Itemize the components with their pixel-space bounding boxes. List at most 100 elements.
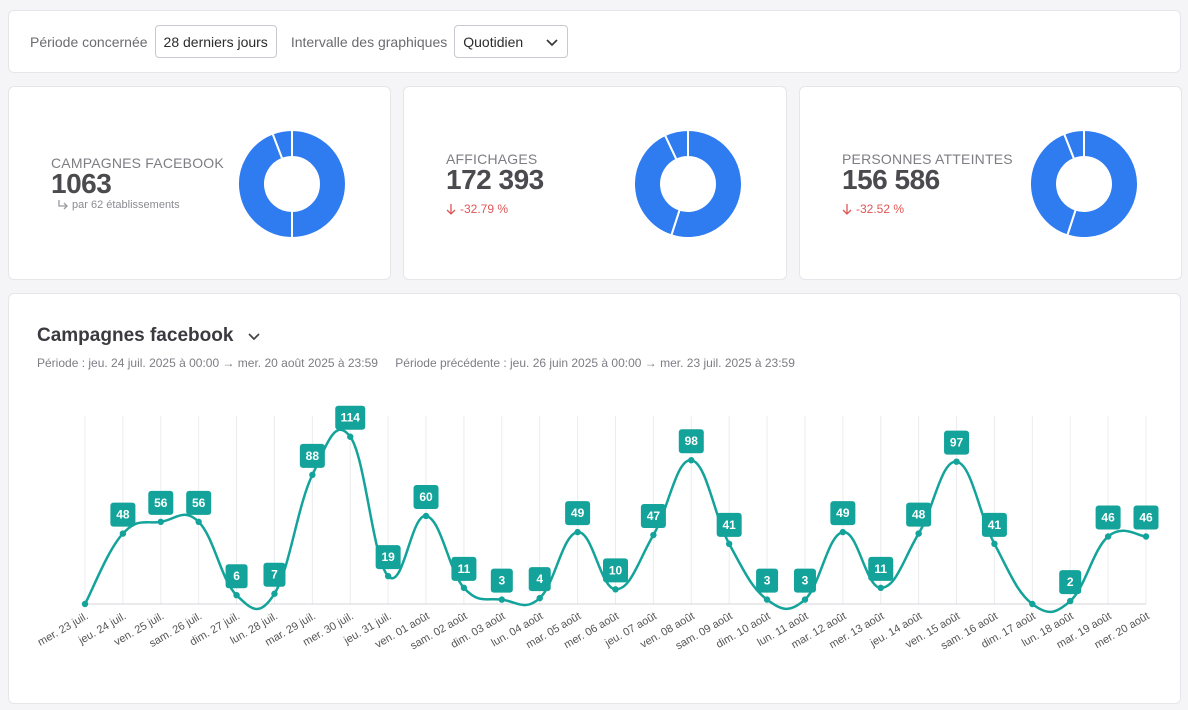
- data-label: 60: [413, 484, 439, 509]
- data-point[interactable]: [195, 518, 202, 526]
- data-label-box: [413, 484, 439, 509]
- data-label: 3: [793, 568, 816, 593]
- data-point[interactable]: [763, 596, 771, 603]
- data-label-text: 60: [419, 490, 433, 504]
- data-point[interactable]: [233, 591, 240, 599]
- data-point[interactable]: [877, 584, 884, 592]
- data-label: 56: [186, 490, 212, 515]
- return-arrow-icon: [58, 200, 68, 210]
- data-label-box: [451, 556, 477, 581]
- data-label-box: [868, 556, 894, 581]
- donut-segment: [633, 133, 681, 237]
- data-point[interactable]: [953, 458, 960, 465]
- donut-segment: [663, 129, 689, 161]
- data-point[interactable]: [801, 596, 809, 603]
- data-label-text: 4: [536, 572, 543, 586]
- chevron-down-icon: [546, 38, 558, 46]
- data-label-box: [793, 568, 816, 593]
- data-label: 114: [335, 405, 366, 430]
- data-label-text: 41: [988, 518, 1002, 532]
- data-label: 41: [981, 512, 1007, 537]
- data-point[interactable]: [157, 518, 164, 526]
- kpi-card-impressions: AFFICHAGES 172 393 -32.79 %: [403, 86, 787, 280]
- data-label-text: 10: [609, 563, 623, 577]
- data-label-box: [186, 490, 212, 515]
- data-point[interactable]: [1029, 600, 1036, 608]
- data-point[interactable]: [574, 528, 581, 536]
- data-label-text: 46: [1139, 511, 1153, 525]
- data-label: 48: [110, 502, 136, 527]
- data-label-box: [1095, 505, 1121, 530]
- donut-segment: [1062, 129, 1085, 161]
- data-point[interactable]: [309, 471, 316, 479]
- data-label: 3: [756, 568, 779, 593]
- period-label: Période concernée: [30, 33, 148, 50]
- data-point[interactable]: [81, 600, 89, 608]
- data-point[interactable]: [1142, 533, 1150, 540]
- data-point[interactable]: [498, 596, 506, 603]
- chart-title-dropdown[interactable]: Campagnes facebook: [37, 325, 261, 347]
- data-point[interactable]: [347, 433, 354, 440]
- donut-segment: [1029, 132, 1077, 237]
- data-label-text: 56: [192, 496, 206, 510]
- data-point[interactable]: [1104, 533, 1112, 540]
- data-label-text: 49: [571, 506, 585, 520]
- kpi-value: 156 586: [842, 164, 940, 195]
- data-label-box: [375, 545, 401, 570]
- kpi-value: 1063: [51, 168, 112, 199]
- data-label-box: [981, 512, 1007, 537]
- data-point[interactable]: [384, 572, 392, 580]
- data-point[interactable]: [460, 584, 468, 592]
- period-button[interactable]: 28 derniers jours: [154, 25, 277, 58]
- chart-period-info: Période : jeu. 24 juil. 2025 à 00:00 → m…: [37, 356, 809, 370]
- data-point[interactable]: [915, 530, 922, 537]
- data-point[interactable]: [536, 594, 543, 602]
- data-label: 19: [375, 545, 401, 570]
- data-point[interactable]: [725, 540, 733, 548]
- data-label: 3: [490, 568, 513, 593]
- kpi-card-reach: PERSONNES ATTEINTES 156 586 -32.52 %: [799, 86, 1182, 280]
- data-label: 98: [678, 429, 704, 454]
- data-point[interactable]: [1067, 597, 1074, 605]
- kpi-card-campaigns: CAMPAGNES FACEBOOK 1063 par 62 établisse…: [8, 86, 391, 280]
- data-label-text: 114: [341, 411, 361, 425]
- data-label-box: [490, 568, 513, 593]
- kpi-delta: -32.52 %: [842, 202, 904, 216]
- data-label-text: 19: [381, 550, 395, 564]
- kpi-title: PERSONNES ATTEINTES: [842, 151, 1013, 167]
- kpi-title: AFFICHAGES: [446, 151, 538, 167]
- data-label: 6: [225, 564, 248, 589]
- data-label-box: [148, 490, 174, 515]
- data-label-box: [263, 562, 286, 587]
- data-label-text: 98: [685, 434, 699, 448]
- data-point[interactable]: [688, 457, 695, 464]
- kpi-title: CAMPAGNES FACEBOOK: [51, 155, 224, 171]
- data-point[interactable]: [991, 540, 998, 548]
- data-label-text: 11: [874, 562, 887, 576]
- interval-select-value: Quotidien: [463, 33, 524, 50]
- data-point[interactable]: [119, 530, 127, 537]
- donut-segment: [237, 132, 293, 239]
- data-point[interactable]: [650, 531, 657, 539]
- data-label-text: 47: [647, 509, 661, 523]
- kpi-donut: [1029, 129, 1139, 239]
- data-label-box: [110, 502, 136, 527]
- data-label: 46: [1133, 505, 1159, 530]
- data-label-text: 41: [722, 518, 736, 532]
- data-point[interactable]: [271, 590, 278, 597]
- data-label-text: 3: [764, 574, 771, 588]
- data-label-text: 49: [836, 506, 850, 520]
- data-label-box: [716, 512, 742, 537]
- kpi-donut: [237, 129, 347, 239]
- kpi-value: 172 393: [446, 164, 544, 195]
- data-label: 11: [868, 556, 894, 581]
- data-point[interactable]: [422, 512, 430, 520]
- chevron-down-icon: [248, 333, 261, 341]
- data-point[interactable]: [839, 528, 847, 536]
- data-point[interactable]: [612, 586, 619, 593]
- donut-segment: [271, 129, 293, 161]
- interval-select[interactable]: Quotidien: [454, 25, 569, 58]
- data-label: 47: [640, 504, 666, 529]
- data-label-text: 97: [950, 436, 964, 450]
